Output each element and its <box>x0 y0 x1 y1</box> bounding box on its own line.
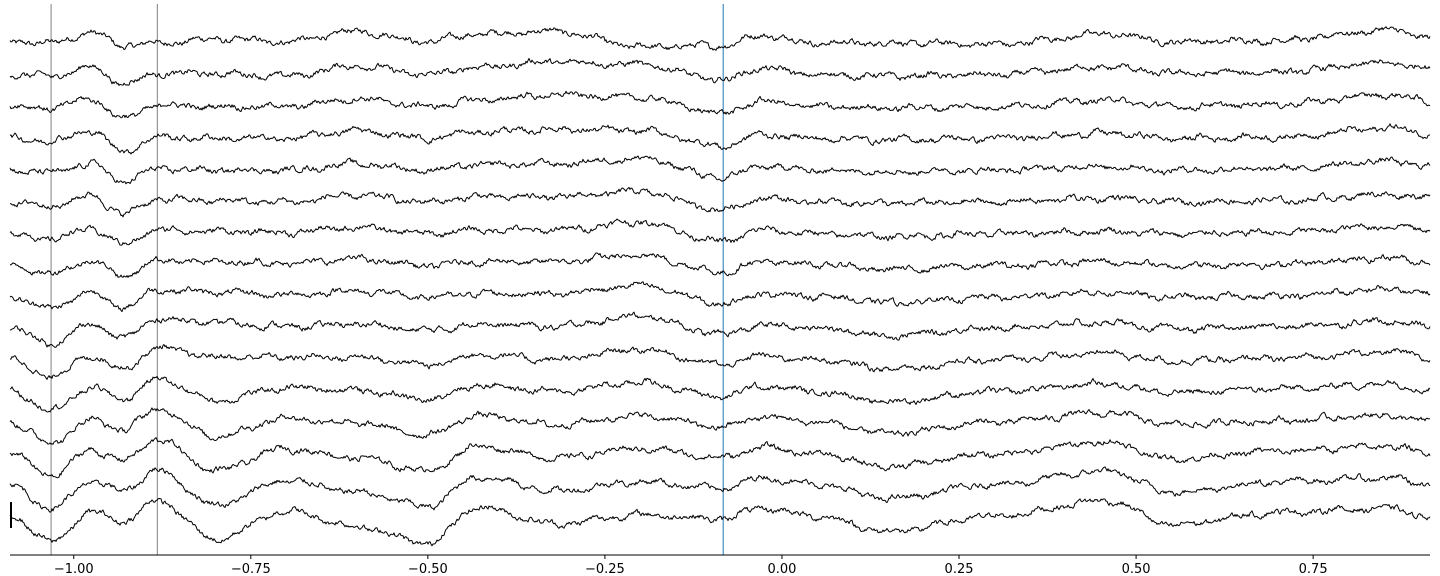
trace-13 <box>9 407 1431 445</box>
trace-5 <box>9 155 1431 185</box>
x-tick-label: 0.25 <box>945 562 974 576</box>
trace-11 <box>9 344 1431 380</box>
trace-1 <box>9 26 1431 51</box>
vertical-markers <box>50 4 724 555</box>
x-tick-label: 0.75 <box>1299 562 1328 576</box>
trace-10 <box>9 311 1431 348</box>
trace-2 <box>9 57 1431 86</box>
trace-group <box>9 26 1431 547</box>
x-tick-label: −1.00 <box>54 562 94 576</box>
trace-6 <box>9 186 1431 218</box>
trace-7 <box>9 218 1431 246</box>
x-axis-ticks: −1.00 −0.75 −0.50 −0.25 0.00 0.25 0.50 0.75 <box>54 555 1328 576</box>
trace-14 <box>9 437 1431 479</box>
x-tick-label: 0.00 <box>767 562 796 576</box>
trace-4 <box>9 123 1431 155</box>
trace-12 <box>9 375 1431 413</box>
trace-8 <box>9 252 1431 278</box>
trace-9 <box>9 281 1431 313</box>
trace-3 <box>9 90 1431 119</box>
scale-bar <box>10 502 12 528</box>
x-tick-label: −0.25 <box>585 562 625 576</box>
x-tick-label: 0.50 <box>1122 562 1151 576</box>
x-tick-label: −0.75 <box>231 562 271 576</box>
trace-15 <box>9 466 1431 513</box>
x-tick-label: −0.50 <box>408 562 448 576</box>
trace-16 <box>9 497 1431 547</box>
